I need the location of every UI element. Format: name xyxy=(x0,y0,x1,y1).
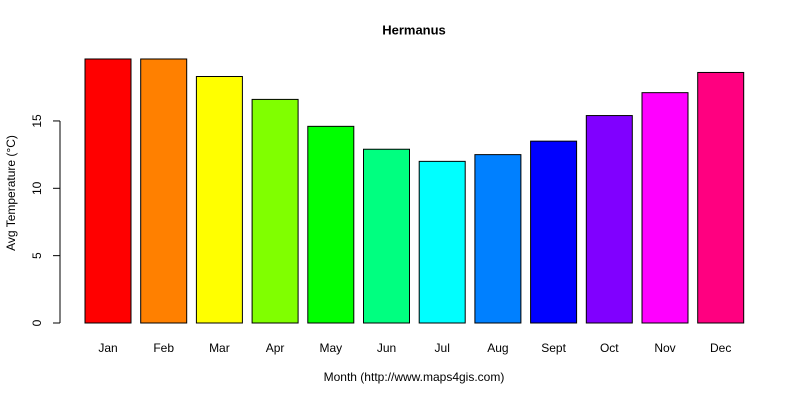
bar xyxy=(585,115,633,324)
bar xyxy=(418,160,466,324)
y-axis-label: Avg Temperature (°C) xyxy=(4,135,18,251)
x-tick-label: Nov xyxy=(654,341,675,355)
x-axis-label: Month (http://www.maps4gis.com) xyxy=(324,370,505,384)
y-tick-label: 10 xyxy=(30,181,44,195)
x-tick-label: Jul xyxy=(435,341,450,355)
bar xyxy=(84,58,132,324)
y-tick-label: 5 xyxy=(30,252,44,259)
x-tick-label: Aug xyxy=(487,341,508,355)
x-tick-label: Sept xyxy=(541,341,566,355)
bar xyxy=(195,75,243,324)
x-tick-label: Jun xyxy=(377,341,396,355)
x-tick-label: Jan xyxy=(98,341,117,355)
bar xyxy=(697,71,745,324)
bar xyxy=(474,154,522,324)
x-tick-label: Mar xyxy=(209,341,230,355)
bar xyxy=(251,98,299,324)
chart-title: Hermanus xyxy=(382,22,446,37)
bar xyxy=(530,140,578,324)
x-tick-label: Feb xyxy=(153,341,174,355)
x-tick-label: Dec xyxy=(710,341,731,355)
bar xyxy=(140,58,188,324)
x-tick-label: May xyxy=(319,341,342,355)
bar xyxy=(641,92,689,324)
bar xyxy=(307,125,355,324)
bar xyxy=(363,148,410,324)
y-tick-label: 15 xyxy=(30,114,44,128)
x-tick-label: Oct xyxy=(600,341,619,355)
x-tick-label: Apr xyxy=(266,341,285,355)
y-tick-label: 0 xyxy=(30,319,44,326)
